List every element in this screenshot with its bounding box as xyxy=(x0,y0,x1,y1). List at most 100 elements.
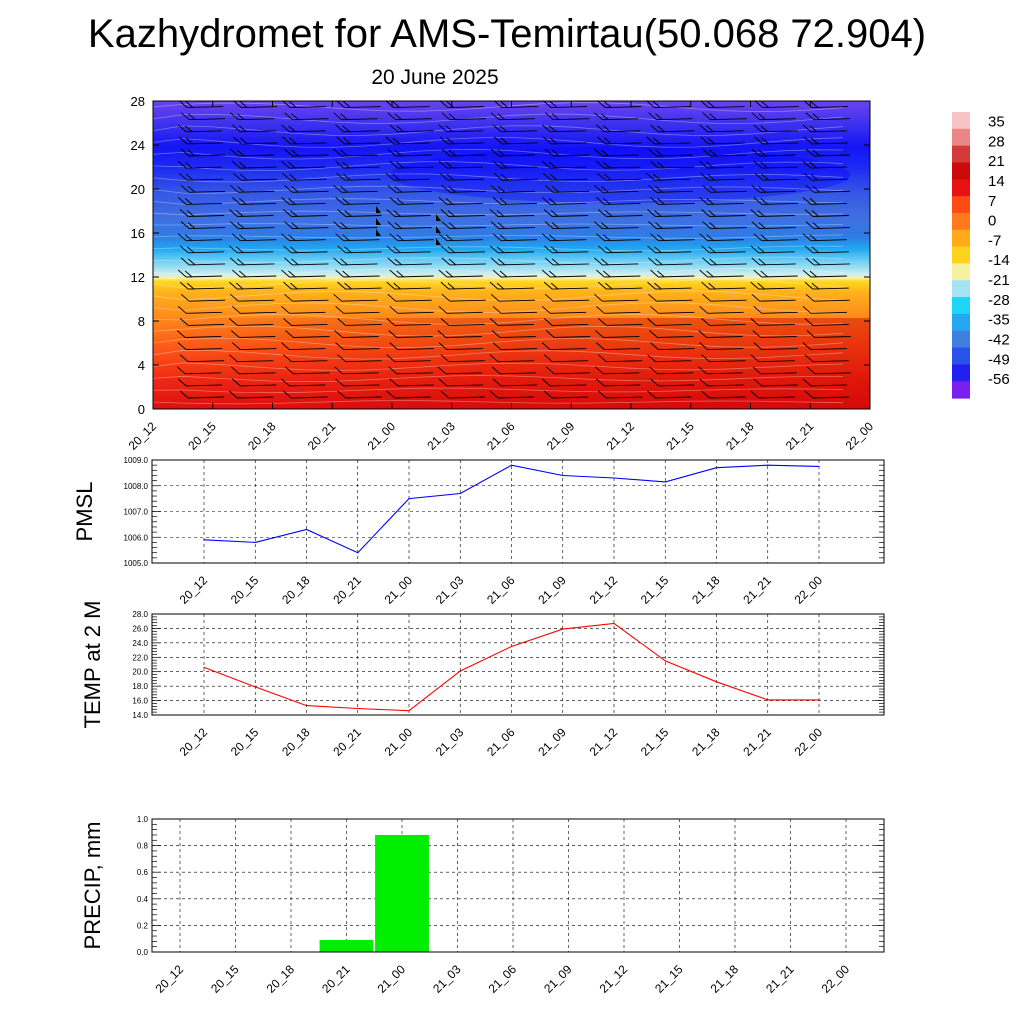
barb-flag xyxy=(597,136,606,145)
barb-flag xyxy=(177,124,187,133)
barb-flag xyxy=(657,198,665,205)
wind-barb xyxy=(545,330,591,338)
barb-flag xyxy=(809,125,818,133)
wind-barb xyxy=(333,293,378,302)
wind-barb xyxy=(232,136,278,145)
wind-barb xyxy=(281,305,326,314)
barb-flag xyxy=(699,305,708,314)
barb-flag xyxy=(342,234,350,242)
barb-flag xyxy=(802,269,812,278)
barb-flag xyxy=(288,234,296,242)
temp-data-point xyxy=(664,660,666,662)
barb-flag xyxy=(230,366,240,375)
barb-flag xyxy=(601,149,609,157)
barb-flag xyxy=(595,330,604,338)
wind-barb xyxy=(441,221,486,230)
barb-flag xyxy=(239,101,248,108)
contour-line xyxy=(152,161,844,172)
wind-barb xyxy=(387,293,432,302)
wind-barb xyxy=(228,318,274,326)
colorbar-label: 0 xyxy=(988,213,996,230)
barb-flag xyxy=(342,270,350,278)
barb-shaft xyxy=(239,336,276,338)
wind-barb xyxy=(440,209,485,217)
barb-flag xyxy=(805,293,815,302)
wind-barb xyxy=(598,281,643,290)
wind-barb xyxy=(282,136,327,145)
wind-barb xyxy=(179,390,225,399)
wind-barb xyxy=(647,245,692,254)
barb-flag xyxy=(490,221,500,229)
barb-flag xyxy=(179,354,189,363)
barb-flag xyxy=(709,258,717,266)
barb-flag xyxy=(709,113,717,121)
barb-shaft xyxy=(657,372,694,375)
barb-flag xyxy=(386,245,396,254)
pmsl-panel: 1005.0 1006.0 1007.0 1008.0 1009.0 20_12 20_15… xyxy=(72,456,885,607)
x-tick-label: 21_09 xyxy=(535,573,569,607)
barb-flag xyxy=(647,281,656,290)
barb-flag xyxy=(648,148,657,157)
barb-shaft xyxy=(706,372,743,375)
contour-line xyxy=(152,349,844,360)
wind-barb xyxy=(541,233,587,242)
barb-flag xyxy=(281,269,290,278)
contour-line xyxy=(152,234,844,239)
barb-flag xyxy=(231,197,241,205)
barb-flag xyxy=(448,149,457,157)
barb-flag xyxy=(753,124,763,133)
barb-flag xyxy=(542,100,552,108)
wind-barb xyxy=(231,124,277,133)
barb-flag xyxy=(184,161,193,169)
barb-flag xyxy=(550,282,559,290)
barb-flag xyxy=(396,161,405,169)
x-tick-label: 21_06 xyxy=(484,573,518,607)
wind-barb xyxy=(542,136,588,145)
barb-flag xyxy=(500,137,509,145)
barb-flag xyxy=(647,209,656,217)
colorbar-label: 28 xyxy=(988,133,1005,150)
barb-flag xyxy=(499,234,508,242)
barb-flag xyxy=(757,246,766,254)
x-tick-label: 21_06 xyxy=(484,419,518,453)
barb-flag xyxy=(653,137,661,145)
x-tick-label: 20_21 xyxy=(330,725,364,759)
x-tick-label: 21_06 xyxy=(484,725,518,759)
barb-flag xyxy=(750,390,760,399)
wind-barb xyxy=(440,318,485,326)
barb-flag xyxy=(806,330,816,338)
wind-barb xyxy=(753,197,798,205)
x-tick-label: 22_00 xyxy=(792,725,826,759)
wind-barb xyxy=(805,112,850,121)
barb-flag xyxy=(802,378,812,387)
barb-flag xyxy=(758,113,767,121)
barb-flag xyxy=(333,184,342,193)
barb-shaft xyxy=(293,336,330,338)
barb-flag xyxy=(289,173,297,181)
barb-shaft xyxy=(758,323,795,326)
wind-barb xyxy=(699,160,744,169)
barb-flag xyxy=(392,101,401,108)
barb-flag xyxy=(655,149,663,157)
colorbar-segment xyxy=(952,280,970,298)
wind-barb xyxy=(386,354,431,363)
barb-flag xyxy=(497,222,506,229)
barb-flag xyxy=(751,257,761,266)
barb-flag xyxy=(178,136,188,145)
barb-flag xyxy=(180,184,190,193)
barb-flag xyxy=(389,305,399,314)
barb-flag xyxy=(448,185,457,193)
barb-flag xyxy=(186,246,195,254)
wind-barb xyxy=(701,318,746,326)
wind-barb xyxy=(753,233,798,242)
wind-barb xyxy=(702,293,747,302)
precip-frame xyxy=(151,818,885,953)
wind-barb xyxy=(389,342,434,351)
wind-barb xyxy=(803,172,848,181)
wind-barb xyxy=(750,209,795,217)
barb-flag xyxy=(549,137,558,145)
x-tick-label: 22_00 xyxy=(819,962,853,996)
barb-flag xyxy=(389,269,399,278)
barb-flag xyxy=(597,100,606,108)
wind-barb xyxy=(594,293,639,302)
